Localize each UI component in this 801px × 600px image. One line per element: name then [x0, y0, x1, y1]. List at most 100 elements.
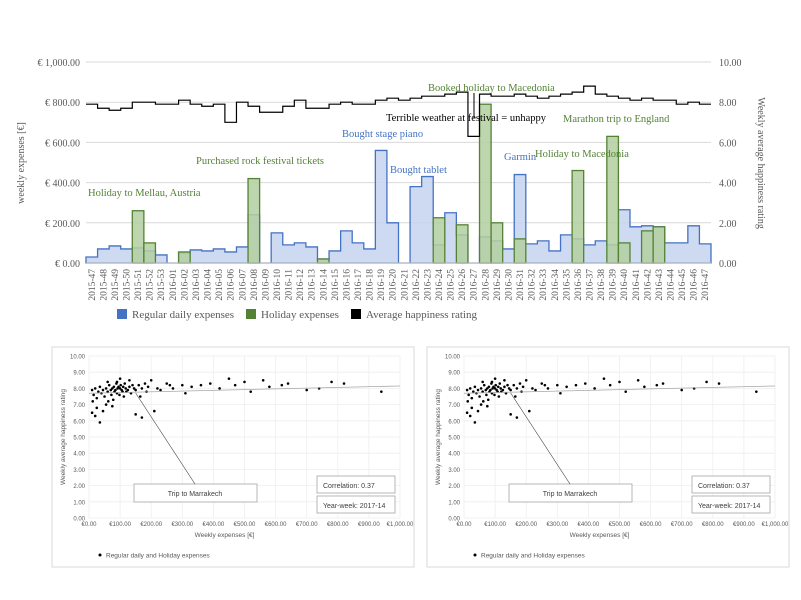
scatter-point: [124, 387, 127, 390]
happiness-line: [86, 85, 711, 137]
x-tick-label: 2016-18: [366, 269, 376, 301]
yearweek-box: [316, 495, 396, 514]
scatter-point: [608, 383, 612, 387]
scatter-point: [680, 388, 683, 392]
scatter-point: [509, 413, 512, 416]
x-axis-title: Weekly expenses [€]: [195, 532, 255, 539]
scatter-point: [131, 383, 134, 387]
scatter-point: [121, 385, 125, 389]
holiday-expense-bar: [177, 251, 191, 264]
scatter-point: [476, 388, 480, 392]
scatter-point: [476, 409, 480, 413]
yearweek-label: Year-week: 2017-14: [323, 503, 386, 510]
scatter-frame: [51, 346, 415, 568]
y-left-tick-label: € 0.00: [55, 259, 80, 270]
scatter-point: [280, 383, 284, 387]
y-tick-label: 6.00: [73, 419, 85, 425]
legend-label: Holiday expenses: [261, 309, 339, 321]
x-tick-label: 2016-06: [227, 269, 237, 301]
x-tick-label: 2016-38: [597, 269, 607, 301]
callout-arrow: [135, 392, 196, 485]
y-tick-label: 3.00: [448, 468, 460, 474]
scatter-point: [486, 387, 489, 390]
scatter-point: [515, 387, 519, 390]
legend-swatch: [246, 309, 256, 319]
trendline: [463, 385, 776, 394]
scatter-point: [559, 391, 562, 395]
x-tick-label: 2016-29: [493, 269, 503, 301]
x-tick-label: €300.00: [171, 522, 193, 528]
y-right-tick-label: 10.00: [719, 58, 742, 69]
scatter-point: [119, 383, 123, 387]
scatter-point: [140, 416, 144, 419]
scatter-point: [518, 382, 522, 385]
scatter-point: [465, 411, 469, 415]
y-right-tick-label: 4.00: [719, 179, 737, 190]
scatter-point: [93, 387, 97, 390]
callout-box: [508, 483, 633, 503]
y-tick-label: 2.00: [448, 484, 460, 490]
trendline: [88, 385, 401, 394]
x-tick-label: 2016-37: [585, 269, 595, 301]
scatter-point: [521, 385, 525, 389]
scatter-point: [481, 380, 484, 384]
y-right-tick-label: 2.00: [719, 219, 737, 230]
scatter-point: [149, 379, 153, 382]
scatter-chart-right: 0.00 1.00 2.00 3.00 4.00 5.00 6.00 7.00 8.00 9.00…: [426, 346, 790, 568]
y-right-tick-label: 8.00: [719, 98, 737, 109]
scatter-point: [497, 395, 501, 398]
scatter-frame: [426, 346, 790, 568]
x-tick-label: 2016-24: [435, 269, 445, 301]
scatter-point: [489, 388, 492, 392]
x-tick-label: 2016-05: [215, 269, 225, 301]
scatter-point: [486, 398, 490, 402]
chart-annotation: Terrible weather at festival = unhappy: [386, 113, 547, 124]
scatter-point: [468, 414, 472, 418]
scatter-point: [655, 383, 659, 387]
x-tick-label: 2016-45: [678, 269, 688, 301]
scatter-point: [493, 393, 496, 397]
scatter-point: [490, 380, 494, 384]
scatter-point: [126, 388, 130, 392]
x-tick-label: €100.00: [484, 522, 506, 528]
y-left-tick-label: € 800.00: [45, 98, 80, 109]
scatter-point: [468, 387, 472, 390]
scatter-point: [643, 385, 646, 389]
yearweek-label: Year-week: 2017-14: [698, 503, 761, 510]
x-tick-label: 2016-12: [296, 269, 306, 301]
chart-annotation: Purchased rock festival tickets: [196, 156, 324, 167]
y-tick-label: 7.00: [73, 403, 85, 409]
x-tick-label: €200.00: [515, 522, 537, 528]
scatter-point: [91, 400, 95, 403]
correlation-label: Correlation: 0.37: [698, 483, 750, 490]
scatter-point: [705, 380, 708, 384]
legend-swatch: [117, 309, 127, 319]
x-tick-label: 2016-14: [319, 269, 329, 301]
scatter-point: [503, 379, 506, 382]
x-tick-label: €500.00: [234, 522, 256, 528]
scatter-point: [128, 385, 131, 389]
scatter-point: [556, 383, 559, 387]
scatter-point: [156, 387, 159, 390]
scatter-point: [106, 400, 110, 403]
x-tick-label: 2016-46: [690, 269, 700, 301]
holiday-expense-bar: [316, 258, 330, 264]
y-right-tick-label: 6.00: [719, 138, 737, 149]
scatter-point: [123, 382, 127, 385]
y-axis-title: Weekly average happiness rating: [435, 389, 442, 485]
scatter-point: [165, 382, 169, 385]
x-tick-label: 2016-32: [528, 269, 538, 301]
scatter-point: [199, 383, 203, 387]
y-tick-label: 1.00: [73, 500, 85, 506]
x-tick-label: 2016-08: [250, 269, 260, 301]
scatter-point: [134, 388, 137, 392]
y-axis-title: Weekly average happiness rating: [60, 389, 67, 485]
scatter-point: [496, 385, 500, 389]
scatter-point: [498, 382, 502, 385]
scatter-point: [140, 387, 144, 390]
scatter-point: [481, 400, 485, 403]
scatter-point: [103, 395, 106, 398]
y-tick-label: 8.00: [448, 387, 460, 393]
chart-annotation: Garmin: [504, 152, 537, 163]
scatter-point: [507, 387, 511, 390]
